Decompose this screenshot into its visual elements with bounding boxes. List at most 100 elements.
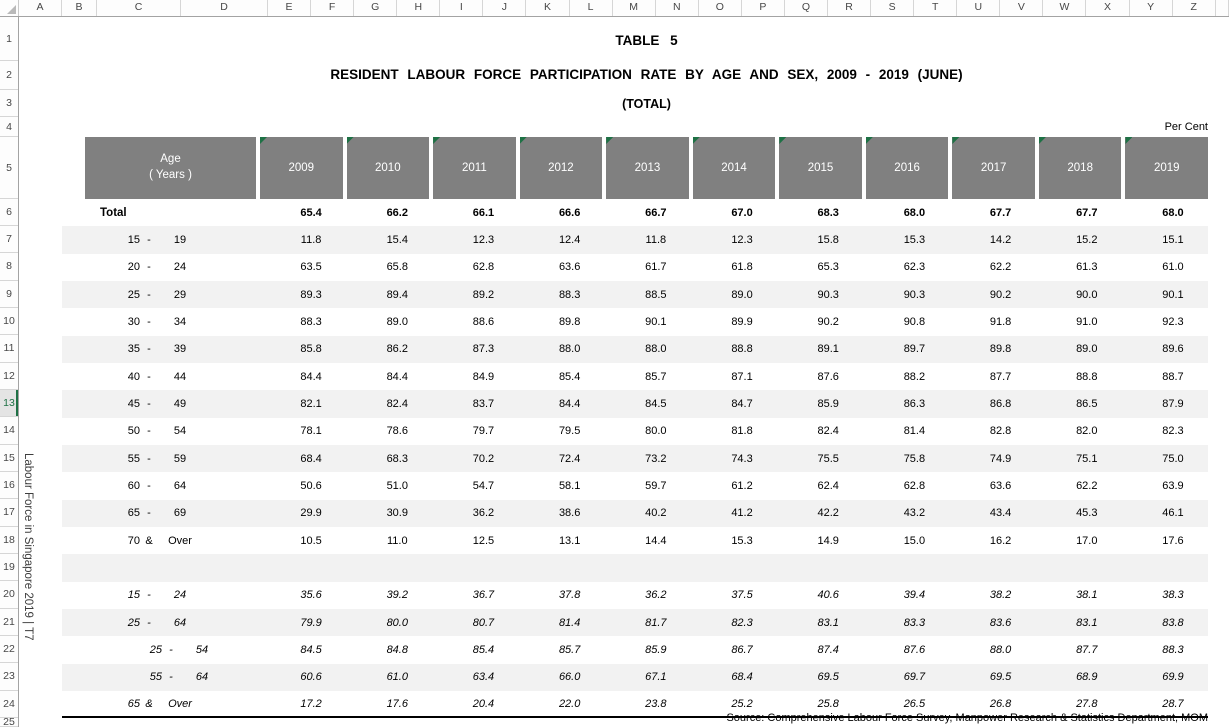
cell-value[interactable]: 26.5 [903,697,926,710]
cell-value[interactable]: 81.4 [558,616,581,629]
cell-value[interactable]: 86.3 [903,397,926,410]
cell-value[interactable]: 84.5 [300,643,322,656]
cell-value[interactable]: 86.5 [1076,397,1098,410]
age-range[interactable]: 20- 24 [62,261,260,273]
cell-value[interactable]: 88.0 [645,343,667,356]
cell-value[interactable]: 40.6 [817,589,839,602]
cell-value[interactable]: 38.1 [1076,589,1098,602]
cell-value[interactable]: 90.0 [1076,288,1098,301]
cell-value[interactable]: 66.0 [558,671,581,684]
cell-value[interactable]: 61.0 [1162,261,1184,274]
cell-value[interactable]: 85.9 [645,643,667,656]
total-label[interactable]: Total [100,206,127,219]
cell-value[interactable]: 82.4 [817,425,839,438]
cell-value[interactable]: 75.1 [1076,452,1098,465]
year-header[interactable]: 2017 [952,137,1035,199]
cell-value[interactable]: 85.7 [645,370,667,383]
cell-value[interactable]: 81.7 [645,616,667,629]
cell-value[interactable]: 61.2 [731,479,753,492]
age-range[interactable]: 25- 29 [62,289,260,301]
cell-value[interactable]: 83.3 [903,616,926,629]
cell-value[interactable]: 68.9 [1076,671,1098,684]
row-header[interactable]: 13 [0,389,18,418]
year-header[interactable]: 2011 [433,137,516,199]
age-range[interactable]: 45- 49 [62,398,260,410]
cell-value[interactable]: 37.8 [558,589,581,602]
cell-value[interactable]: 67.7 [1076,206,1098,219]
cell-value[interactable]: 62.8 [903,479,926,492]
cell-value[interactable]: 66.7 [645,206,667,219]
row-header[interactable]: 24 [0,691,18,718]
cell-value[interactable]: 17.6 [386,697,408,710]
cell-value[interactable]: 87.4 [817,643,839,656]
cell-value[interactable]: 84.8 [386,643,408,656]
cell-value[interactable]: 85.4 [472,643,495,656]
cell-value[interactable]: 15.3 [903,233,926,246]
age-range[interactable]: 40- 44 [62,371,260,383]
cell-value[interactable]: 82.4 [386,397,408,410]
cell-value[interactable]: 37.5 [731,589,753,602]
year-header[interactable]: 2010 [346,137,430,199]
year-header[interactable]: 2015 [779,137,862,199]
cell-value[interactable]: 85.7 [558,643,581,656]
cell-value[interactable]: 61.7 [645,261,667,274]
cell-value[interactable]: 11.0 [386,534,408,547]
cell-value[interactable]: 73.2 [645,452,667,465]
cell-value[interactable]: 88.3 [558,288,581,301]
cell-value[interactable]: 68.0 [1162,206,1184,219]
cell-value[interactable]: 46.1 [1162,507,1184,520]
cell-value[interactable]: 66.6 [558,206,581,219]
cell-value[interactable]: 83.1 [1076,616,1098,629]
cell-value[interactable]: 79.9 [300,616,322,629]
cell-value[interactable]: 89.0 [1076,343,1098,356]
column-header[interactable]: K [526,0,570,16]
cell-value[interactable]: 79.5 [558,425,581,438]
row-header[interactable]: 6 [0,199,18,226]
column-header[interactable]: R [828,0,872,16]
cell-value[interactable]: 13.1 [558,534,581,547]
cell-value[interactable]: 15.3 [731,534,753,547]
cell-value[interactable]: 87.7 [989,370,1012,383]
row-header[interactable]: 19 [0,554,18,582]
cell-value[interactable]: 68.4 [300,452,322,465]
column-header[interactable] [1216,0,1229,16]
cell-value[interactable]: 78.1 [300,425,322,438]
cell-value[interactable]: 67.7 [989,206,1012,219]
cell-value[interactable]: 69.5 [989,671,1012,684]
row-header[interactable]: 23 [0,663,18,691]
cell-value[interactable]: 65.3 [817,261,839,274]
cell-value[interactable]: 86.7 [731,643,753,656]
cell-value[interactable]: 68.0 [903,206,926,219]
cell-value[interactable]: 62.3 [903,261,926,274]
column-header[interactable]: D [181,0,268,16]
cell-value[interactable]: 63.5 [300,261,322,274]
age-range[interactable]: 65 & Over [62,698,260,710]
column-header[interactable]: Y [1130,0,1173,16]
row-header[interactable]: 16 [0,472,18,500]
age-column-header[interactable]: Age ( Years ) [85,137,256,199]
cell-value[interactable]: 69.5 [817,671,839,684]
cell-value[interactable]: 84.4 [558,397,581,410]
select-all-corner[interactable] [0,0,19,16]
age-range[interactable]: 50- 54 [62,425,260,437]
cell-value[interactable]: 89.0 [731,288,753,301]
cell-value[interactable]: 88.7 [1162,370,1184,383]
cell-value[interactable]: 15.0 [903,534,926,547]
cell-value[interactable]: 87.6 [817,370,839,383]
age-range[interactable]: 25- 54 [84,644,282,656]
cell-value[interactable]: 63.9 [1162,479,1184,492]
cell-value[interactable]: 75.8 [903,452,926,465]
age-range[interactable]: 65- 69 [62,507,260,519]
cell-value[interactable]: 83.6 [989,616,1012,629]
row-header[interactable]: 25 [0,718,18,727]
cell-value[interactable]: 75.5 [817,452,839,465]
cell-value[interactable]: 43.2 [903,507,926,520]
cell-value[interactable]: 17.0 [1076,534,1098,547]
cell-value[interactable]: 91.0 [1076,315,1098,328]
cell-value[interactable]: 12.4 [558,233,581,246]
cell-value[interactable]: 25.2 [731,697,753,710]
cell-value[interactable]: 80.7 [472,616,495,629]
row-header[interactable]: 11 [0,335,18,363]
row-header[interactable]: 14 [0,417,18,445]
column-header[interactable]: N [656,0,699,16]
